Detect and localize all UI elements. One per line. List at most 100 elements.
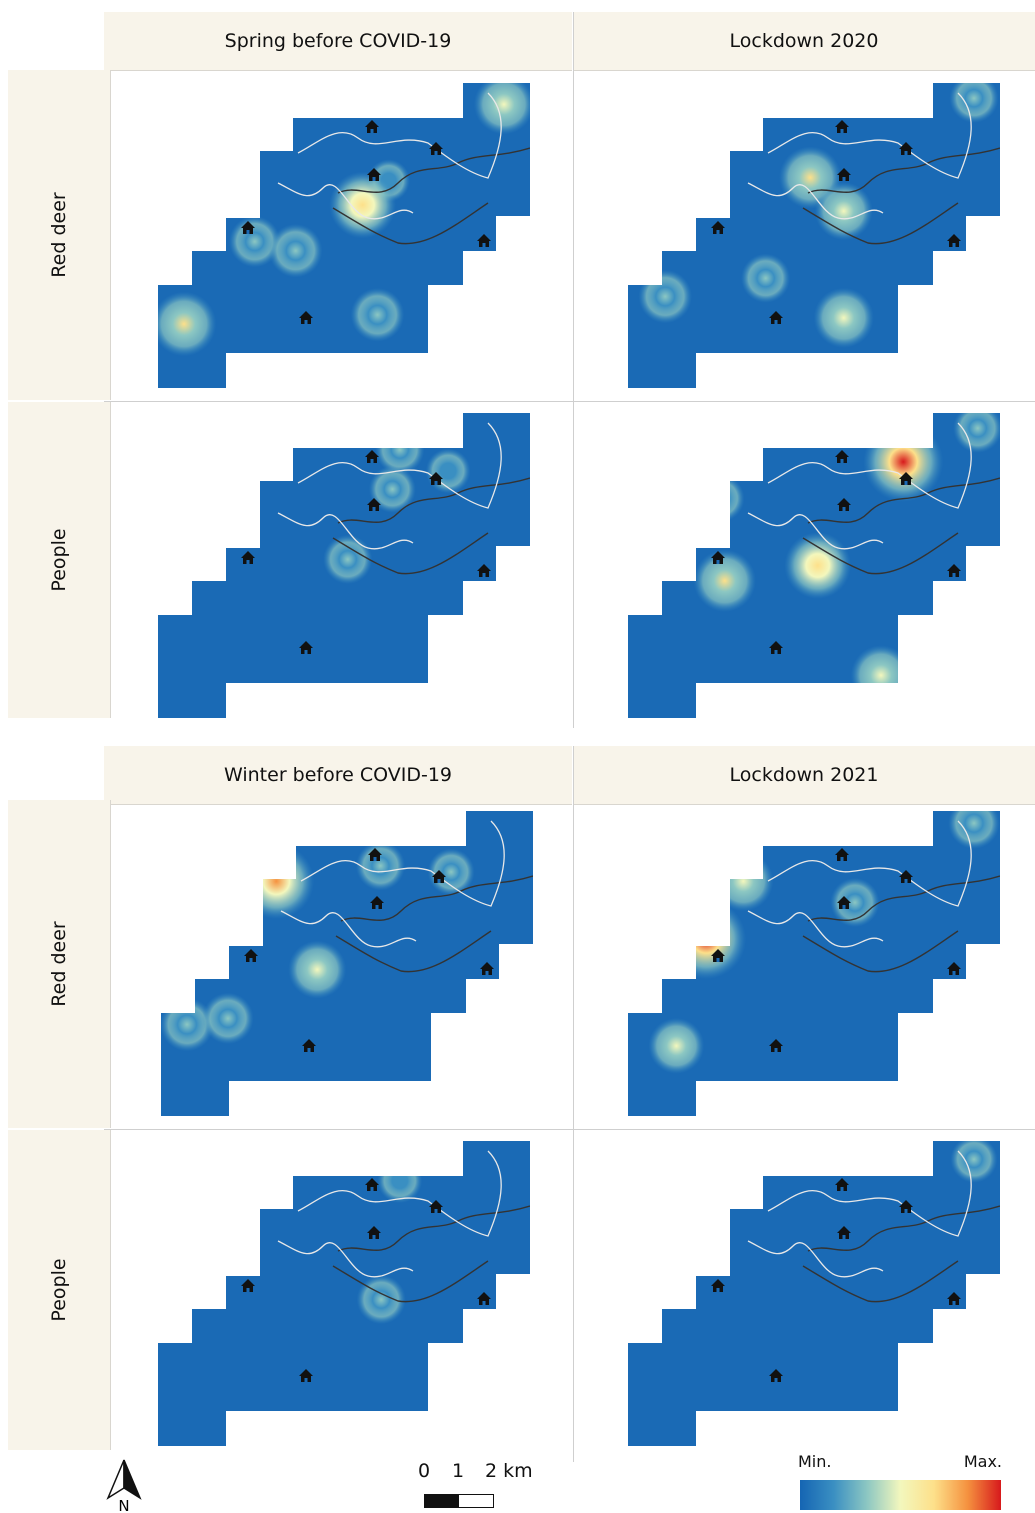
boundary-line (337, 147, 530, 194)
density-hotspot (288, 940, 347, 999)
trail-line (297, 422, 502, 509)
home-icon (370, 896, 384, 909)
study-area (161, 811, 533, 1116)
boundary-line (807, 147, 1000, 194)
home-icon (367, 168, 381, 181)
trail-line (767, 1150, 972, 1237)
density-hotspot (202, 992, 254, 1045)
trail-line (767, 422, 972, 509)
scale-bar: 0 1 2 km (410, 1458, 540, 1510)
density-hotspot (666, 899, 747, 980)
boundary-line (332, 202, 489, 245)
home-icon (429, 142, 443, 155)
heatmap-spring-red-deer (158, 83, 530, 388)
home-icon (477, 234, 491, 247)
trail-line (767, 820, 972, 907)
boundary-line (332, 532, 489, 575)
home-icon (365, 120, 379, 133)
home-icon (711, 221, 725, 234)
density-hotspot (375, 425, 425, 475)
home-icon (769, 1039, 783, 1052)
home-icon (947, 1292, 961, 1305)
trail-line (277, 182, 414, 220)
column-divider (573, 746, 574, 1462)
boundary-line (332, 1260, 489, 1303)
column-header: Spring before COVID-19 (104, 12, 572, 71)
boundary-line (802, 1260, 959, 1303)
home-icon (947, 234, 961, 247)
density-hotspot (356, 1275, 406, 1325)
home-icon (769, 311, 783, 324)
row-divider (104, 1129, 1035, 1130)
density-hotspot (648, 1017, 705, 1074)
heatmap-lockdown2021-red-deer (628, 811, 1000, 1116)
density-hotspot (377, 1158, 423, 1204)
study-area (628, 811, 1000, 1116)
heatmap-winter-red-deer (161, 811, 533, 1116)
home-icon (365, 1178, 379, 1191)
column-header: Winter before COVID-19 (104, 746, 572, 805)
home-icon (299, 641, 313, 654)
study-area (628, 1141, 1000, 1446)
trail-line (747, 182, 884, 220)
home-icon (837, 1226, 851, 1239)
home-icon (837, 498, 851, 511)
heatmap-lockdown2020-red-deer (628, 83, 1000, 388)
boundary-line (340, 875, 533, 922)
legend-max-label: Max. (963, 1452, 1002, 1471)
home-icon (477, 1292, 491, 1305)
density-hotspot (813, 287, 874, 348)
boundary-line (802, 532, 959, 575)
trail-line (747, 512, 884, 550)
density-hotspot (268, 223, 323, 278)
density-hotspot (949, 83, 999, 123)
row-divider (104, 401, 1035, 402)
trail-line (300, 820, 505, 907)
home-icon (299, 1369, 313, 1382)
heatmap-lockdown2020-people (628, 413, 1000, 718)
home-icon (429, 472, 443, 485)
heatmap-spring-people (158, 413, 530, 718)
boundary-line (335, 930, 492, 973)
home-icon (899, 142, 913, 155)
density-hotspot (693, 549, 756, 612)
panel-block-1: Spring before COVID-19 Lockdown 2020 Red… (0, 0, 1035, 728)
study-area (628, 83, 1000, 388)
trail-line (277, 1240, 414, 1278)
density-hotspot (238, 843, 315, 919)
north-arrow-icon: N (106, 1459, 142, 1513)
density-hotspot (948, 811, 1000, 849)
density-hotspot (863, 421, 944, 502)
home-icon (899, 870, 913, 883)
boundary-line (807, 477, 1000, 524)
home-icon (711, 1279, 725, 1292)
density-hotspot (713, 851, 774, 912)
row-header-label: People (48, 1258, 70, 1322)
study-area (158, 83, 530, 388)
home-icon (480, 962, 494, 975)
boundary-line (807, 875, 1000, 922)
row-header: People (8, 402, 111, 718)
boundary-line (807, 1205, 1000, 1252)
home-icon (299, 311, 313, 324)
row-header: People (8, 1130, 111, 1450)
row-header-label: Red deer (48, 921, 70, 1007)
home-icon (241, 221, 255, 234)
density-hotspot (953, 413, 1000, 453)
density-hotspot (784, 532, 852, 599)
scale-label-1: 1 (452, 1460, 465, 1482)
trail-line (297, 92, 502, 179)
density-hotspot (355, 841, 406, 891)
home-icon (899, 472, 913, 485)
density-hotspot (350, 288, 405, 342)
scale-label-2: 2 km (485, 1460, 533, 1482)
heatmap-winter-people (158, 1141, 530, 1446)
home-icon (899, 1200, 913, 1213)
north-label: N (118, 1497, 129, 1513)
home-icon (368, 848, 382, 861)
color-legend: Min. Max. (795, 1452, 1005, 1512)
boundary-line (337, 477, 530, 524)
column-header: Lockdown 2020 (573, 12, 1035, 71)
trail-line (747, 1240, 884, 1278)
